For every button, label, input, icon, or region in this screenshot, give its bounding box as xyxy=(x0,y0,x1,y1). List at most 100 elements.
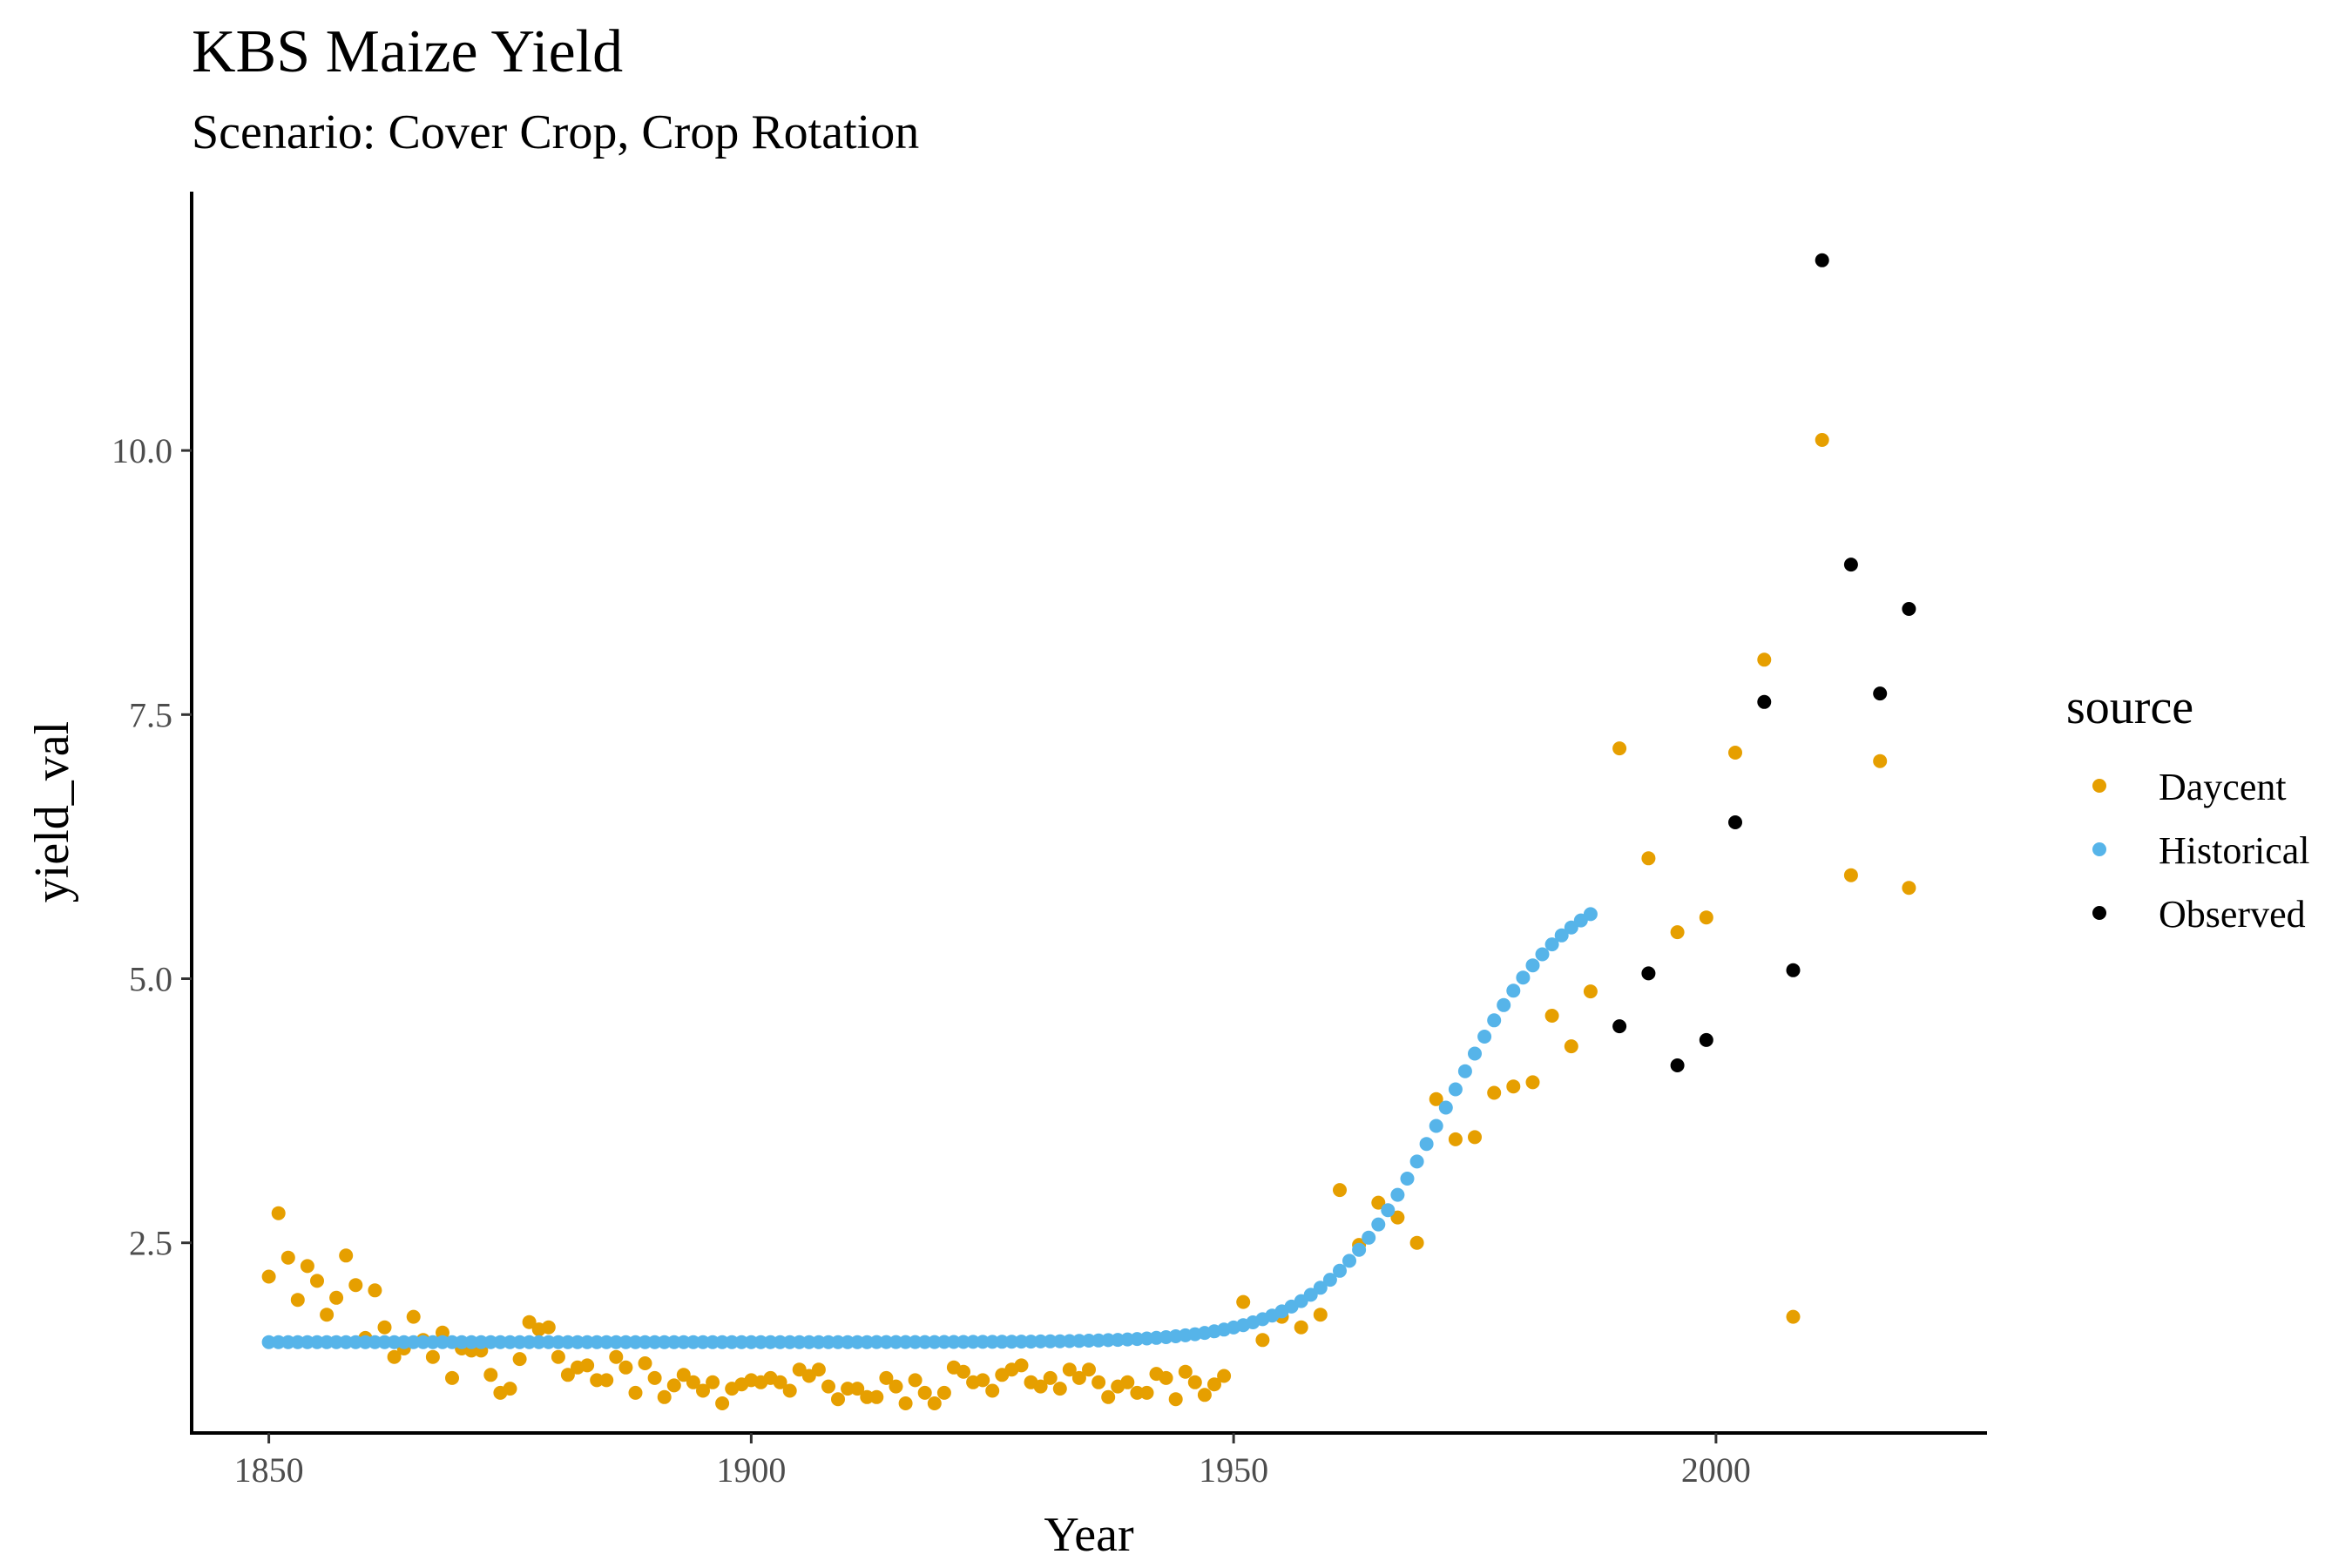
legend-label: Daycent xyxy=(2159,766,2287,808)
historical-point xyxy=(425,1335,440,1349)
historical-point xyxy=(1419,1137,1434,1152)
historical-point xyxy=(1390,1187,1405,1202)
observed-point xyxy=(1670,1058,1685,1072)
historical-point xyxy=(1381,1203,1396,1218)
daycent-point xyxy=(1670,925,1685,940)
daycent-point xyxy=(1178,1364,1193,1379)
historical-point xyxy=(995,1335,1010,1349)
daycent-point xyxy=(841,1382,855,1396)
daycent-point xyxy=(1525,1075,1540,1090)
daycent-point xyxy=(1294,1320,1308,1335)
historical-point xyxy=(821,1335,835,1349)
observed-point xyxy=(1902,602,1916,616)
historical-point xyxy=(1477,1030,1492,1044)
historical-point xyxy=(551,1335,565,1349)
historical-point xyxy=(1303,1288,1318,1302)
historical-point xyxy=(541,1335,556,1349)
daycent-point xyxy=(1902,881,1916,896)
daycent-point xyxy=(368,1283,382,1298)
historical-point xyxy=(754,1335,768,1349)
historical-point xyxy=(792,1335,807,1349)
historical-point xyxy=(985,1335,1000,1349)
x-tick-label: 1950 xyxy=(1199,1450,1268,1490)
historical-point xyxy=(1082,1334,1096,1348)
daycent-point xyxy=(908,1373,923,1388)
historical-point xyxy=(474,1335,489,1349)
daycent-point xyxy=(503,1382,517,1396)
daycent-point xyxy=(1757,652,1772,667)
historical-point xyxy=(889,1335,903,1349)
daycent-point xyxy=(850,1382,865,1396)
series-observed xyxy=(1612,253,1916,1072)
daycent-point xyxy=(927,1396,942,1410)
y-tick-label: 10.0 xyxy=(112,431,172,470)
historical-point xyxy=(483,1335,498,1349)
historical-point xyxy=(1322,1273,1337,1288)
historical-point xyxy=(1004,1335,1019,1349)
daycent-point xyxy=(1583,984,1598,999)
observed-point xyxy=(1641,966,1656,981)
historical-point xyxy=(1506,983,1521,998)
daycent-point xyxy=(985,1383,1000,1398)
historical-point xyxy=(1554,928,1569,943)
historical-point xyxy=(1487,1013,1502,1028)
historical-point xyxy=(310,1335,324,1349)
daycent-point xyxy=(377,1320,392,1335)
historical-point xyxy=(1544,937,1559,952)
daycent-point xyxy=(1062,1362,1077,1377)
observed-point xyxy=(1815,253,1829,267)
y-tick-label: 5.0 xyxy=(129,960,172,999)
historical-point xyxy=(936,1335,951,1349)
plot-points xyxy=(261,253,1916,1410)
daycent-point xyxy=(280,1250,295,1265)
daycent-point xyxy=(1014,1358,1029,1373)
historical-point xyxy=(638,1335,652,1349)
daycent-point xyxy=(1873,754,1888,768)
historical-point xyxy=(339,1335,354,1349)
historical-point xyxy=(1583,907,1598,922)
daycent-point xyxy=(1168,1392,1183,1407)
historical-point xyxy=(734,1335,749,1349)
x-tick-label: 2000 xyxy=(1681,1450,1751,1490)
historical-point xyxy=(1071,1334,1086,1348)
historical-point xyxy=(280,1335,295,1349)
historical-point xyxy=(841,1335,855,1349)
daycent-point xyxy=(1159,1370,1173,1385)
historical-point xyxy=(464,1335,479,1349)
historical-point xyxy=(1457,1064,1472,1078)
daycent-point xyxy=(261,1269,276,1284)
historical-point xyxy=(811,1335,826,1349)
daycent-point xyxy=(638,1356,652,1370)
daycent-point xyxy=(811,1362,826,1377)
daycent-point xyxy=(609,1349,624,1364)
observed-point xyxy=(1843,558,1858,572)
historical-point xyxy=(782,1335,797,1349)
daycent-point xyxy=(1101,1389,1116,1404)
daycent-point xyxy=(1390,1210,1405,1225)
daycent-point xyxy=(666,1378,681,1393)
historical-point xyxy=(1352,1242,1367,1257)
historical-point xyxy=(300,1335,314,1349)
historical-point xyxy=(531,1335,546,1349)
daycent-point xyxy=(1236,1294,1251,1309)
legend-item-historical: Historical xyxy=(2092,829,2310,872)
daycent-point xyxy=(560,1368,575,1382)
daycent-point xyxy=(686,1375,700,1389)
legend-item-daycent: Daycent xyxy=(2092,766,2287,808)
daycent-point xyxy=(599,1373,614,1388)
historical-point xyxy=(358,1335,373,1349)
daycent-point xyxy=(715,1396,730,1410)
historical-point xyxy=(590,1335,605,1349)
daycent-point xyxy=(1197,1388,1212,1402)
daycent-point xyxy=(647,1370,662,1385)
historical-point xyxy=(512,1335,527,1349)
daycent-point xyxy=(590,1373,605,1388)
daycent-point xyxy=(387,1349,402,1364)
chart-subtitle: Scenario: Cover Crop, Crop Rotation xyxy=(192,105,919,159)
daycent-point xyxy=(1255,1333,1270,1348)
daycent-point xyxy=(879,1370,894,1385)
daycent-point xyxy=(618,1360,633,1375)
historical-point xyxy=(1313,1281,1328,1295)
daycent-point xyxy=(898,1396,913,1410)
historical-point xyxy=(725,1335,740,1349)
